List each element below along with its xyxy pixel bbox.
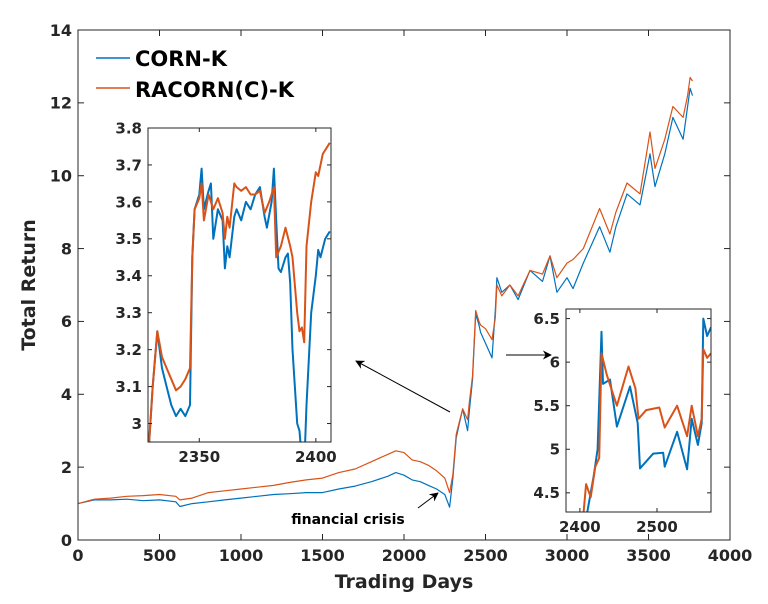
y-tick-label: 3.8 [115,119,142,137]
y-tick-label: 6 [550,354,560,372]
y-tick-label: 12 [50,94,72,113]
inset-plot-1: 2350 2400 3 3.1 3.2 3.3 3.4 3.5 3.6 3.7 3.8 [115,119,337,466]
x-axis-label: Trading Days [335,571,474,593]
y-tick-label: 5 [550,441,560,459]
y-tick-label: 6.5 [533,310,560,328]
x-tick-label: 2400 [559,518,601,536]
axes-box [565,308,712,513]
annotation-financial-crisis: financial crisis [291,512,404,528]
x-tick-label: 2000 [382,546,427,565]
plot-background [148,128,331,442]
series-line-racorn-c-k [78,76,693,505]
y-tick-label: 3.5 [115,230,142,248]
x-tick-label: 1500 [300,546,345,565]
y-axis-label: Total Return [18,219,40,351]
inset-plot-2: 2400 2500 4.5 5 5.5 6 6.5 [533,308,712,536]
y-tick-label: 0 [61,531,72,550]
y-tick-label: 3 [132,415,142,433]
y-tick-label: 3.6 [115,193,142,211]
series-line-series-0 [586,317,711,512]
x-tick-label: 2400 [295,448,337,466]
y-tick-label: 4.5 [533,484,560,502]
x-tick-label: 3000 [545,546,590,565]
series-group [148,142,331,442]
series-line-series-1 [148,142,331,442]
y-tick-label: 3.7 [115,156,142,174]
series-line-series-1 [582,348,711,512]
y-tick-label: 3.4 [115,267,142,285]
legend-label-corn-k: CORN-K [135,47,228,71]
x-tick-label: 2500 [636,518,678,536]
x-tick-label: 4000 [708,546,753,565]
y-tick-label: 3.1 [115,378,142,396]
y-tick-label: 3.3 [115,304,142,322]
series-line-corn-k [78,87,694,508]
x-tick-label: 3500 [626,546,671,565]
y-tick-label: 10 [50,166,72,185]
x-tick-label: 2350 [178,448,220,466]
legend-label-racorn-c-k: RACORN(C)-K [135,78,295,102]
y-tick-label: 5.5 [533,397,560,415]
series-group [582,317,711,512]
x-tick-label: 1000 [219,546,264,565]
y-tick-label: 2 [61,458,72,477]
x-tick-label: 0 [72,546,83,565]
series-group [78,76,694,508]
series-line-series-0 [148,167,331,442]
legend: CORN-K RACORN(C)-K [96,47,295,102]
y-tick-label: 6 [61,312,72,331]
y-tick-label: 14 [50,21,72,40]
x-tick-label: 2500 [463,546,508,565]
y-tick-label: 4 [61,385,72,404]
axes-box [147,127,332,443]
arrow-financial-crisis [417,492,439,509]
x-tick-label: 500 [143,546,176,565]
y-tick-label: 8 [61,239,72,258]
y-tick-label: 3.2 [115,341,142,359]
arrow-to-inset-1 [355,360,451,413]
